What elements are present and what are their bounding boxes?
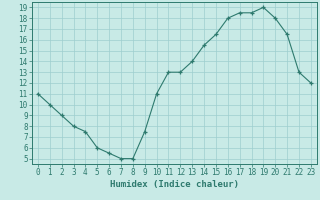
X-axis label: Humidex (Indice chaleur): Humidex (Indice chaleur) [110,180,239,189]
